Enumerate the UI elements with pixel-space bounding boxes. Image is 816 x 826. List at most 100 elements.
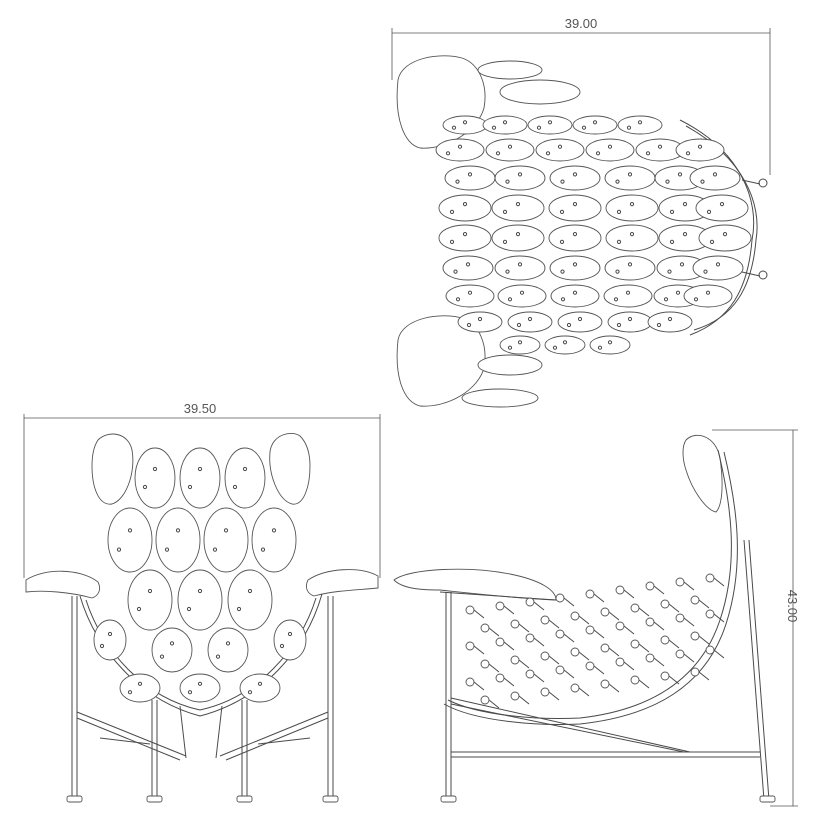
- plate: [273, 619, 307, 661]
- plate: [457, 311, 503, 333]
- link-node: [660, 635, 670, 645]
- front-width-label: 39.50: [184, 401, 217, 416]
- link-node: [495, 601, 505, 611]
- link-node: [705, 573, 715, 583]
- plate: [604, 255, 656, 281]
- plate: [692, 255, 744, 281]
- link-node: [600, 643, 610, 653]
- link-node: [480, 623, 490, 633]
- link-node: [690, 631, 700, 641]
- link-node: [540, 651, 550, 661]
- link-node: [645, 617, 655, 627]
- plate: [557, 311, 603, 333]
- front-view-dimension: 39.50: [23, 401, 381, 578]
- top-armrest-left: [396, 55, 486, 149]
- link-node: [495, 637, 505, 647]
- top-view-plates: [435, 115, 752, 355]
- plate: [603, 284, 653, 308]
- link-node: [495, 673, 505, 683]
- link-node: [510, 655, 520, 665]
- plate: [134, 447, 176, 509]
- plate: [499, 335, 541, 355]
- link-node: [660, 671, 670, 681]
- link-node: [660, 599, 670, 609]
- link-node: [525, 669, 535, 679]
- plate: [589, 335, 631, 355]
- plate: [207, 627, 249, 673]
- link-node: [645, 653, 655, 663]
- link-node: [615, 621, 625, 631]
- link-node: [630, 603, 640, 613]
- plate: [604, 165, 656, 191]
- plate: [689, 165, 741, 191]
- link-node: [615, 657, 625, 667]
- plate: [550, 284, 600, 308]
- front-armrest-left: [25, 570, 101, 599]
- plate: [151, 627, 193, 673]
- plate: [438, 194, 492, 222]
- plate: [548, 194, 602, 222]
- link-node: [480, 695, 490, 705]
- link-node: [675, 577, 685, 587]
- plate: [647, 311, 693, 333]
- plate: [494, 255, 546, 281]
- plate: [442, 115, 488, 135]
- plate: [224, 447, 266, 509]
- link-node: [615, 585, 625, 595]
- plate: [491, 224, 545, 252]
- plate: [127, 569, 173, 631]
- plate: [177, 569, 223, 631]
- link-node: [600, 607, 610, 617]
- plate: [155, 507, 201, 573]
- plate: [548, 224, 602, 252]
- link-node: [600, 679, 610, 689]
- front-armrest-right: [305, 569, 379, 597]
- top-view-dimension: 39.00: [391, 16, 771, 175]
- plate: [527, 115, 573, 135]
- link-node: [540, 687, 550, 697]
- plate: [544, 335, 586, 355]
- plate: [485, 138, 535, 162]
- plate: [585, 138, 635, 162]
- plate: [494, 165, 546, 191]
- plate: [607, 311, 653, 333]
- link-node: [690, 595, 700, 605]
- plate: [93, 619, 127, 661]
- link-node: [705, 645, 715, 655]
- plate: [617, 115, 663, 135]
- plate: [107, 507, 153, 573]
- link-node: [675, 649, 685, 659]
- front-view-plates: [93, 447, 307, 703]
- link-node: [555, 593, 565, 603]
- link-node: [465, 605, 475, 615]
- plate: [683, 284, 733, 308]
- plate: [438, 224, 492, 252]
- plate: [695, 194, 749, 222]
- plate: [239, 673, 281, 703]
- plate: [497, 284, 547, 308]
- side-armrest: [393, 568, 557, 601]
- plate: [203, 507, 249, 573]
- link-node: [570, 647, 580, 657]
- side-view-dimension: 43.00: [712, 429, 800, 807]
- front-view: 39.50: [23, 401, 381, 803]
- link-node: [465, 677, 475, 687]
- link-node: [585, 661, 595, 671]
- link-node: [465, 641, 475, 651]
- plate: [605, 224, 659, 252]
- link-node: [585, 625, 595, 635]
- plate: [549, 165, 601, 191]
- plate: [605, 194, 659, 222]
- link-node: [555, 629, 565, 639]
- plate: [549, 255, 601, 281]
- top-width-label: 39.00: [565, 16, 598, 31]
- side-view-links: [465, 573, 725, 709]
- link-node: [570, 611, 580, 621]
- link-node: [525, 633, 535, 643]
- link-node: [570, 683, 580, 693]
- plate: [482, 115, 528, 135]
- link-node: [690, 667, 700, 677]
- plate: [227, 569, 273, 631]
- link-node: [705, 609, 715, 619]
